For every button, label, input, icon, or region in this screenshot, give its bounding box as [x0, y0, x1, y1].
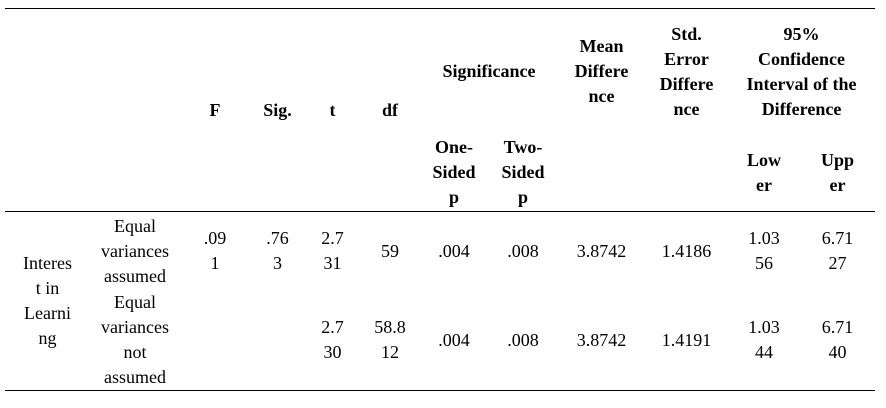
cell-mean-difference: 3.8742	[558, 290, 645, 391]
header-mean-difference: Mean Difference	[558, 8, 645, 134]
cell-lower: 1.0356	[728, 211, 800, 290]
cell-std-error: 1.4191	[645, 290, 728, 391]
cell-lower: 1.0344	[728, 290, 800, 391]
header-t: t	[305, 8, 360, 212]
cell-one-sided: .004	[420, 290, 488, 391]
row-label: Equal variances not assumed	[90, 290, 180, 391]
cell-std-error: 1.4186	[645, 211, 728, 290]
blank-corner	[5, 8, 180, 212]
cell-sig: .763	[250, 211, 305, 290]
header-sig: Sig.	[250, 8, 305, 212]
header-one-sided-p: One-Sided p	[432, 137, 476, 207]
cell-f	[180, 290, 250, 391]
independent-samples-test-table: F Sig. t df Significance Mean Difference…	[5, 8, 875, 391]
cell-sig	[250, 290, 305, 391]
header-significance: Significance	[420, 8, 558, 134]
cell-f: .091	[180, 211, 250, 290]
header-confidence-interval: 95% Confidence Interval of the Differenc…	[728, 8, 875, 134]
header-lower: Lower	[746, 149, 781, 195]
header-f: F	[180, 8, 250, 212]
header-df: df	[360, 8, 420, 212]
cell-mean-difference: 3.8742	[558, 211, 645, 290]
header-std-error-difference: Std. Error Difference	[645, 8, 728, 134]
cell-t: 2.731	[305, 211, 360, 290]
header-two-sided-p: Two-Sided p	[501, 137, 545, 207]
cell-upper: 6.7127	[800, 211, 875, 290]
cell-df: 59	[360, 211, 420, 290]
cell-two-sided: .008	[488, 290, 558, 391]
cell-df: 58.812	[360, 290, 420, 391]
table-row: Interest in Learning Equal variances ass…	[5, 211, 875, 391]
table-row: Equal variances not assumed 2.730 58.812…	[5, 290, 875, 391]
cell-one-sided: .004	[420, 211, 488, 290]
variable-label: Interest in Learning	[5, 211, 90, 391]
cell-two-sided: .008	[488, 211, 558, 290]
row-label: Equal variances assumed	[90, 211, 180, 290]
header-upper: Upper	[820, 149, 855, 195]
cell-upper: 6.7140	[800, 290, 875, 391]
cell-t: 2.730	[305, 290, 360, 391]
